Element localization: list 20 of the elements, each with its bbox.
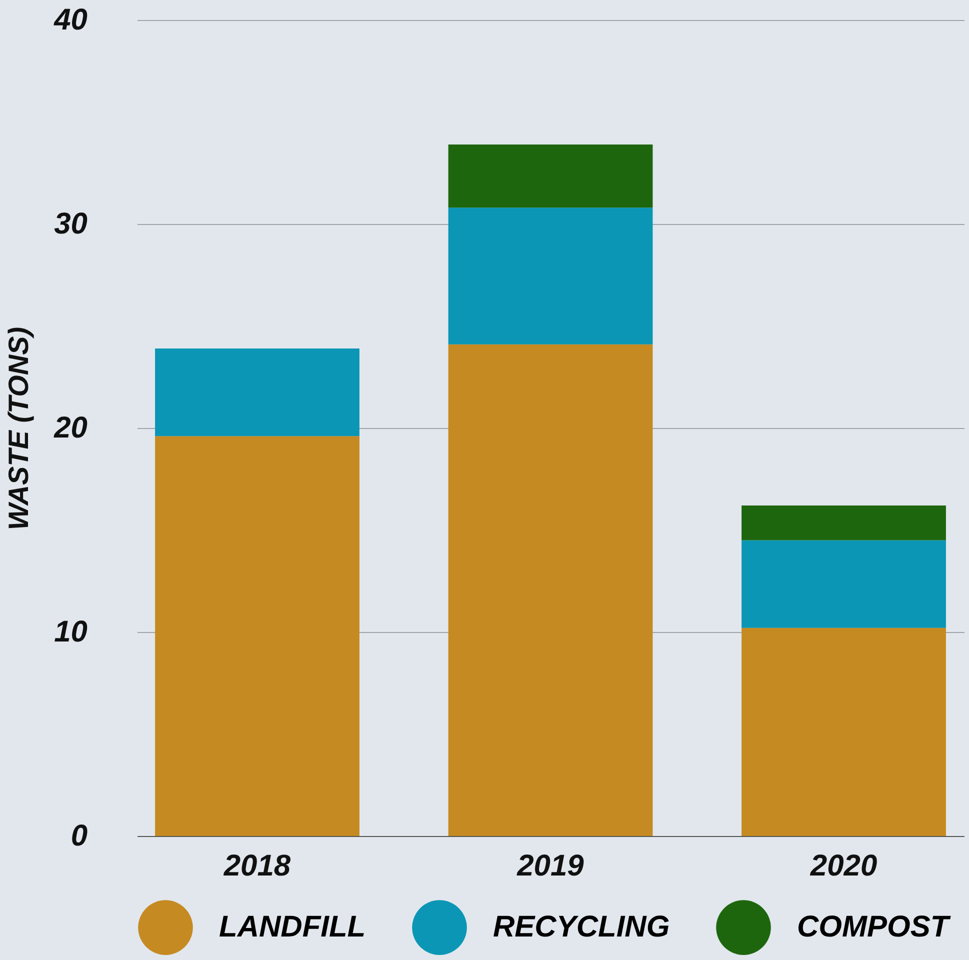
y-axis-title: WASTE (TONS) (3, 326, 34, 530)
bar (742, 506, 946, 540)
y-tick-label: 40 (53, 4, 88, 36)
x-tick-label: 2018 (222, 850, 291, 882)
y-tick-label: 20 (53, 412, 88, 444)
bar (155, 436, 360, 836)
y-tick-label: 0 (70, 820, 88, 852)
y-tick-label: 10 (54, 616, 88, 648)
bar (742, 628, 946, 836)
legend-label: RECYCLING (493, 910, 670, 944)
legend-label: COMPOST (797, 910, 952, 944)
y-tick-label: 30 (54, 208, 88, 240)
x-tick-label: 2019 (516, 850, 584, 882)
x-tick-label: 2020 (809, 850, 878, 882)
bar (448, 344, 653, 836)
bar (742, 540, 946, 628)
bar (155, 348, 360, 436)
bar (448, 208, 653, 344)
bar (448, 144, 653, 208)
legend-label: LANDFILL (219, 910, 366, 944)
